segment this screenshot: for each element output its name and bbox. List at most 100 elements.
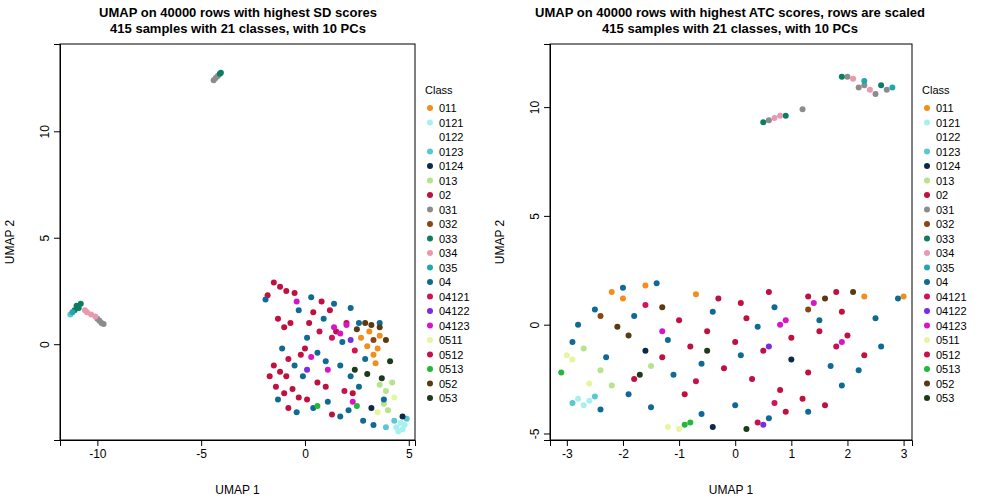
point	[377, 324, 383, 330]
point	[609, 289, 615, 295]
tick: -1	[674, 440, 685, 461]
tick-label: 2	[845, 447, 852, 461]
legend-marker	[924, 163, 930, 169]
point	[704, 348, 710, 354]
point	[598, 407, 604, 413]
point	[329, 335, 335, 341]
point	[352, 367, 358, 373]
point	[370, 422, 376, 428]
x-axis-label: UMAP 1	[709, 483, 754, 497]
series	[766, 74, 890, 124]
legend-marker	[427, 120, 433, 126]
point	[878, 82, 884, 88]
point	[327, 307, 333, 313]
legend-label: 052	[936, 378, 954, 390]
point	[569, 339, 575, 345]
legend-marker	[924, 279, 930, 285]
legend-marker	[924, 395, 930, 401]
point	[325, 399, 331, 405]
point	[693, 291, 699, 297]
legend-label: 04	[439, 276, 451, 288]
point	[370, 337, 376, 343]
point	[296, 394, 302, 400]
point	[368, 405, 374, 411]
legend-label: 0123	[936, 146, 960, 158]
legend-label: 053	[439, 392, 457, 404]
point	[710, 309, 716, 315]
legend-label: 0511	[936, 334, 960, 346]
point	[575, 322, 581, 328]
point	[377, 333, 383, 339]
legend-label: 02	[439, 189, 451, 201]
panel: UMAP on 40000 rows with highest ATC scor…	[493, 5, 967, 497]
legend-label: 031	[936, 204, 954, 216]
tick: 0	[38, 341, 60, 348]
legend-label: 02	[936, 189, 948, 201]
legend-label: 04123	[439, 320, 470, 332]
y-axis: -50510	[528, 45, 551, 441]
series	[368, 405, 405, 420]
point	[387, 358, 393, 364]
point	[861, 78, 867, 84]
tick-label: -5	[196, 447, 207, 461]
legend: Class01101210122012301240130203103203303…	[425, 84, 470, 404]
tick: 1	[788, 440, 795, 461]
points	[558, 74, 906, 432]
title: UMAP on 40000 rows with highest SD score…	[99, 5, 377, 20]
series	[304, 337, 354, 373]
point	[373, 360, 379, 366]
series	[314, 403, 359, 409]
point	[348, 337, 354, 343]
point	[766, 415, 772, 421]
point	[777, 322, 783, 328]
point	[670, 372, 676, 378]
legend-marker	[924, 178, 930, 184]
point	[346, 407, 352, 413]
point	[637, 372, 643, 378]
point	[337, 331, 343, 337]
point	[901, 293, 907, 299]
point	[816, 317, 822, 323]
y-axis-label: UMAP 2	[493, 219, 507, 264]
tick-label: 5	[406, 447, 413, 461]
point	[271, 362, 277, 368]
legend-label: 052	[439, 378, 457, 390]
point	[805, 409, 811, 415]
point	[285, 405, 291, 411]
point	[856, 85, 862, 91]
point	[362, 356, 368, 362]
point	[699, 361, 705, 367]
point	[310, 309, 316, 315]
point	[586, 380, 592, 386]
legend-label: 0123	[439, 146, 463, 158]
point	[354, 326, 360, 332]
point	[381, 397, 387, 403]
legend-marker	[924, 236, 930, 242]
point	[564, 352, 570, 358]
point	[329, 411, 335, 417]
legend-label: 034	[439, 247, 457, 259]
tick-mark	[544, 107, 550, 108]
point	[348, 373, 354, 379]
tick-mark	[409, 440, 410, 446]
y-axis-label: UMAP 2	[3, 219, 17, 264]
series	[265, 279, 356, 417]
series	[581, 346, 654, 389]
point	[732, 402, 738, 408]
legend-label: 04121	[936, 291, 967, 303]
legend-label: 0122	[439, 131, 463, 143]
x-axis-label: UMAP 1	[215, 483, 260, 497]
series	[358, 328, 383, 366]
series	[861, 78, 895, 91]
point	[317, 328, 323, 334]
series	[294, 299, 356, 405]
series	[69, 309, 75, 315]
point	[884, 87, 890, 93]
series	[631, 289, 867, 415]
point	[298, 352, 304, 358]
legend-label: 0512	[936, 349, 960, 361]
point	[766, 289, 772, 295]
point	[693, 378, 699, 384]
series	[693, 343, 839, 425]
legend-marker	[427, 105, 433, 111]
